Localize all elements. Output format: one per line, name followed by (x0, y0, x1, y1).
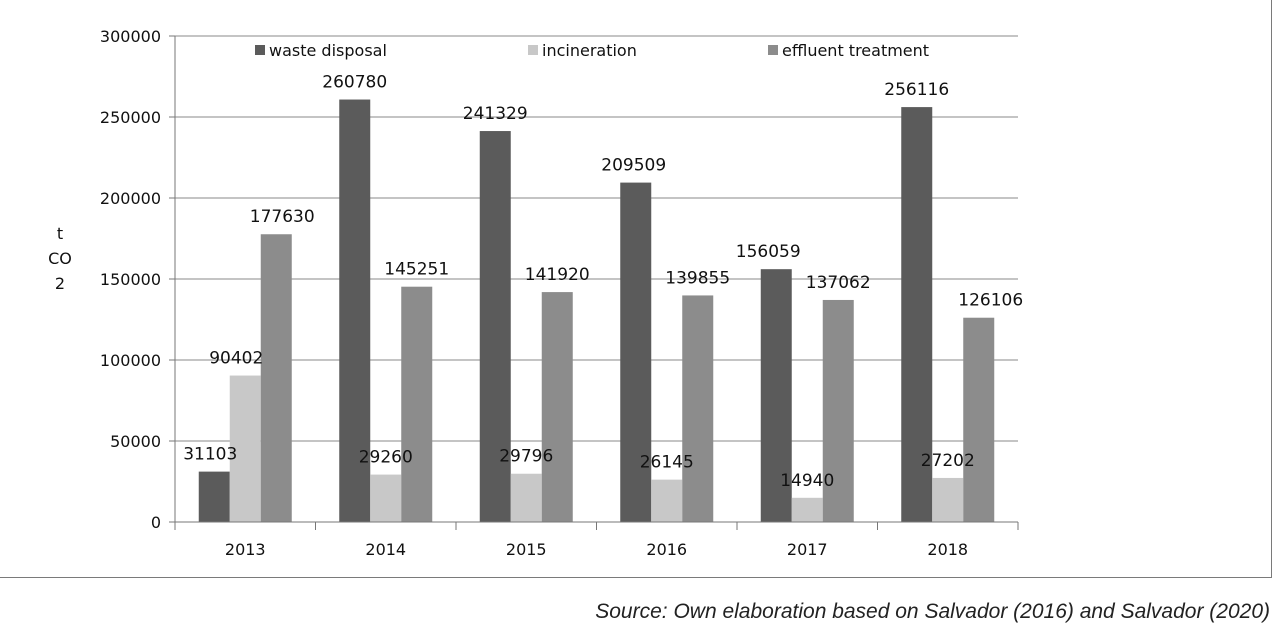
y-axis-label-char: 2 (55, 274, 65, 293)
bar-waste-disposal-2014 (339, 99, 371, 522)
bar-waste-disposal-2013 (198, 471, 230, 522)
bar-waste-disposal-2016 (620, 182, 652, 523)
bar-chart: 0 50000 100000 150000 200000 250000 300000 2013… (48, 27, 1023, 559)
y-tick-label: 200000 (100, 189, 161, 208)
data-label: 90402 (209, 349, 263, 369)
data-label: 177630 (250, 207, 315, 227)
bar-waste-disposal-2015 (479, 131, 511, 522)
data-label: 29796 (499, 447, 553, 467)
legend-label: incineration (542, 41, 637, 60)
x-tick-label: 2018 (927, 540, 968, 559)
data-label: 14940 (780, 471, 834, 491)
source-caption: Source: Own elaboration based on Salvado… (595, 600, 1270, 623)
data-label: 27202 (921, 451, 975, 471)
x-tick-label: 2013 (225, 540, 266, 559)
bar-incineration-2014 (370, 474, 402, 522)
data-label: 139855 (665, 268, 730, 288)
bar-incineration-2015 (510, 473, 542, 522)
legend-swatch (528, 45, 538, 55)
y-axis-label-char: t (57, 224, 63, 243)
data-label: 141920 (525, 265, 590, 285)
y-tick-label: 250000 (100, 108, 161, 127)
legend-swatch (768, 45, 778, 55)
legend-label: waste disposal (269, 41, 387, 60)
data-label: 209509 (601, 156, 666, 176)
data-label: 31103 (183, 445, 237, 465)
y-tick-label: 0 (151, 513, 161, 532)
gridlines (175, 35, 1018, 442)
bar-waste-disposal-2018 (901, 107, 933, 523)
data-label: 29260 (359, 448, 413, 468)
legend-label: effluent treatment (782, 41, 929, 60)
y-tick-label: 50000 (110, 432, 161, 451)
axes: 0 50000 100000 150000 200000 250000 300000 2013… (100, 27, 1019, 559)
data-label: 145251 (384, 260, 449, 280)
bars (198, 99, 995, 523)
x-tick-label: 2016 (646, 540, 687, 559)
data-label: 260780 (322, 73, 387, 93)
data-label: 241329 (463, 104, 528, 124)
bar-effluent-treatment-2014 (401, 286, 433, 522)
bar-incineration-2013 (229, 375, 261, 522)
x-tick-label: 2017 (787, 540, 828, 559)
data-label: 156059 (736, 242, 801, 262)
bar-effluent-treatment-2015 (541, 292, 573, 522)
bar-incineration-2017 (791, 497, 823, 522)
data-labels: 31103 260780 241329 209509 156059 256116 90402… (183, 73, 1023, 491)
bar-effluent-treatment-2017 (822, 299, 854, 522)
chart-frame: 0 50000 100000 150000 200000 250000 300000 2013… (0, 0, 1272, 578)
x-tick-label: 2014 (365, 540, 406, 559)
bar-effluent-treatment-2018 (963, 317, 995, 522)
data-label: 26145 (640, 453, 694, 473)
y-tick-label: 300000 (100, 27, 161, 46)
data-label: 137062 (806, 273, 871, 293)
y-tick-label: 100000 (100, 351, 161, 370)
data-label: 126106 (958, 291, 1023, 311)
bar-effluent-treatment-2013 (260, 234, 292, 523)
legend-swatch (255, 45, 265, 55)
bar-incineration-2018 (932, 477, 964, 522)
y-tick-label: 150000 (100, 270, 161, 289)
legend: waste disposal incineration effluent treat… (255, 41, 929, 60)
y-axis-label-char: CO (48, 249, 72, 268)
bar-incineration-2016 (651, 479, 683, 522)
x-tick-label: 2015 (506, 540, 547, 559)
data-label: 256116 (884, 80, 949, 100)
y-axis-label: t CO 2 (48, 224, 72, 293)
bar-waste-disposal-2017 (760, 269, 792, 522)
bar-effluent-treatment-2016 (682, 295, 714, 522)
